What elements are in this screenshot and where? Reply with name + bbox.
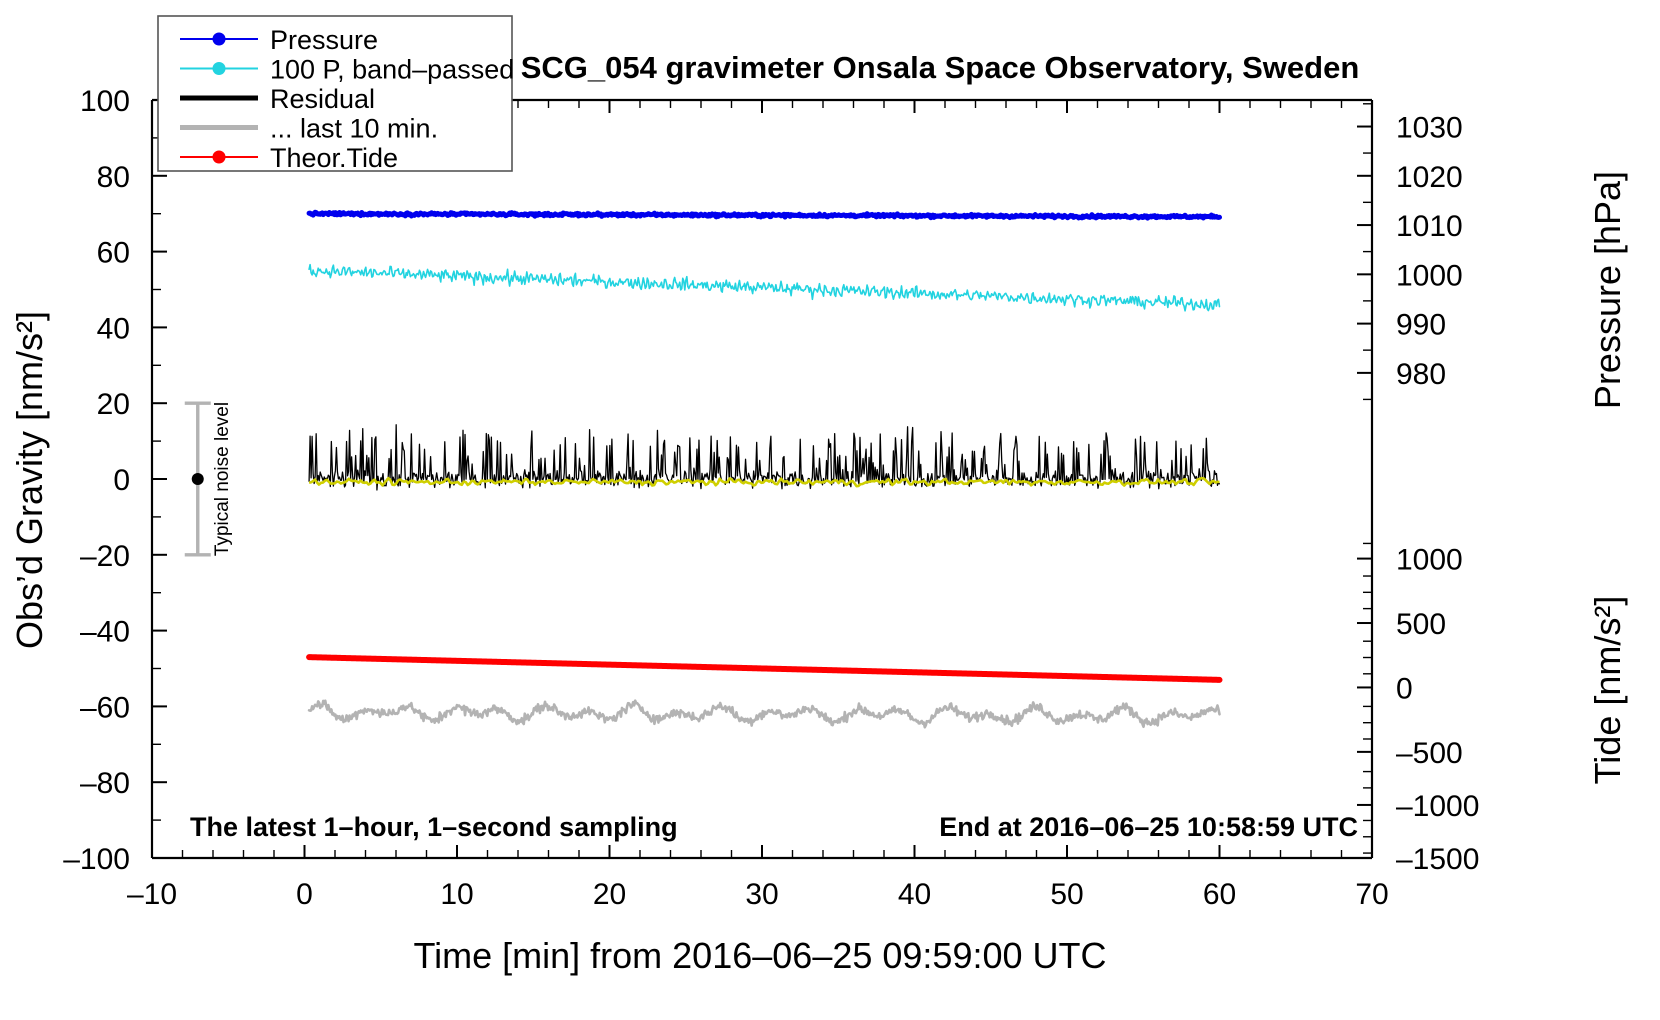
x-tick-label: 60 [1203,878,1236,911]
legend-swatch-dot [212,62,226,75]
tide-axis-title: Tide [nm/s²] [1587,596,1628,785]
y-tick-label: –100 [63,843,130,876]
series-last-10-min [307,699,1221,729]
tide-tick-label: 0 [1396,672,1413,705]
series-100-p-band-passed [308,263,1221,312]
legend-item-label: Theor.Tide [270,143,398,173]
pressure-tick-label: 1030 [1396,112,1463,145]
data-series [306,209,1223,729]
pressure-tick-label: 1010 [1396,210,1463,243]
x-tick-label: 30 [745,878,778,911]
legend-item-last-10-min[interactable]: ... last 10 min. [180,114,438,144]
pressure-tick-label: 1020 [1396,161,1463,194]
series-pressure [306,209,1222,221]
pressure-tick-label: 990 [1396,309,1446,342]
pressure-tick-label: 980 [1396,358,1446,391]
legend-item-theor-tide[interactable]: Theor.Tide [180,143,398,173]
series-smoothed-residual [308,476,1220,488]
y-tick-label: –80 [80,767,130,800]
legend-item-label: Residual [270,84,375,114]
pressure-tick-label: 1000 [1396,259,1463,292]
y-tick-label: –60 [80,691,130,724]
tide-tick-label: –1000 [1396,790,1479,823]
legend-item-residual[interactable]: Residual [180,84,375,114]
sampling-note: The latest 1–hour, 1–second sampling [190,812,678,842]
x-tick-label: 0 [296,878,313,911]
y-tick-label: 20 [97,388,130,421]
y-tick-label: 0 [113,464,130,497]
y-tick-label: 40 [97,312,130,345]
legend-item-label: ... last 10 min. [270,114,438,144]
end-time-note: End at 2016–06–25 10:58:59 UTC [939,812,1358,842]
tide-tick-label: –500 [1396,737,1463,770]
x-tick-label: 10 [440,878,473,911]
legend-item-label: Pressure [270,25,378,55]
tide-tick-label: –1500 [1396,843,1479,876]
axes: –10 0 10 20 30 40 50 60 70100806040200–20–40–60–… [63,85,1479,911]
plot-annotations: Typical noise level [184,401,233,557]
x-tick-label: 70 [1355,878,1388,911]
y-tick-label: –40 [80,616,130,649]
x-tick-label: 20 [593,878,626,911]
noise-bar-label: Typical noise level [212,402,233,556]
series-theor-tide [306,654,1223,683]
tide-tick-label: 500 [1396,608,1446,641]
y-tick-label: –20 [80,540,130,573]
legend-swatch-dot [212,150,226,164]
x-axis-title: Time [min] from 2016–06–25 09:59:00 UTC [413,935,1106,976]
pressure-axis-title: Pressure [hPa] [1587,171,1628,409]
legend-swatch-dot [212,32,226,46]
x-tick-label: 50 [1050,878,1083,911]
tide-tick-label: 1000 [1396,544,1463,577]
legend-item-100-p-band-passed[interactable]: 100 P, band–passed [180,55,514,85]
page-title: SCG_054 gravimeter Onsala Space Observat… [521,50,1360,85]
x-tick-label: 40 [898,878,931,911]
legend-item-pressure[interactable]: Pressure [180,25,378,55]
legend-item-label: 100 P, band–passed [270,55,514,85]
noise-bar-dot [191,473,204,485]
x-tick-label: –10 [127,878,177,911]
y-tick-label: 100 [80,85,130,118]
y-tick-label: 60 [97,237,130,270]
y-axis-title: Obs’d Gravity [nm/s²] [9,311,50,649]
y-tick-label: 80 [97,161,130,194]
